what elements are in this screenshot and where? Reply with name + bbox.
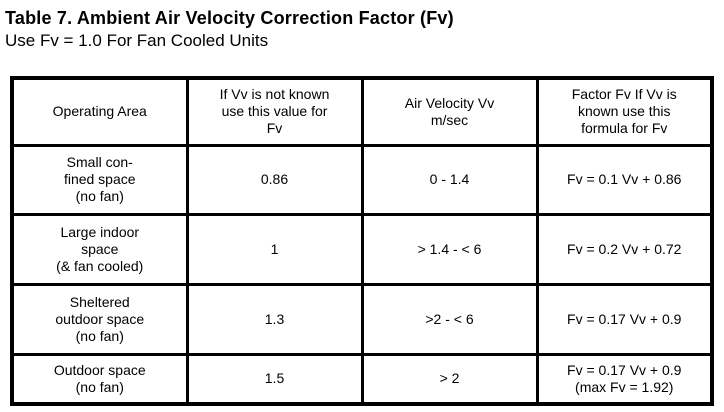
cell-air-velocity: > 1.4 - < 6 — [360, 212, 539, 286]
header-row: Operating Area If Vv is not known use th… — [10, 76, 714, 147]
header-fv-value: If Vv is not known use this value for Fv — [185, 76, 364, 147]
cell-operating-area: Small con- fined space (no fan) — [10, 143, 189, 216]
cell-air-velocity: > 2 — [360, 352, 539, 406]
header-air-velocity: Air Velocity Vv m/sec — [360, 76, 539, 147]
cell-fv-value: 1 — [185, 212, 364, 286]
cell-operating-area: Outdoor space (no fan) — [10, 352, 189, 406]
cell-operating-area: Sheltered outdoor space (no fan) — [10, 282, 189, 356]
cell-fv-value: 1.3 — [185, 282, 364, 356]
cell-air-velocity: 0 - 1.4 — [360, 143, 539, 216]
air-velocity-correction-table: Operating Area If Vv is not known use th… — [10, 76, 714, 406]
cell-formula: Fv = 0.1 Vv + 0.86 — [535, 143, 714, 216]
table-title: Table 7. Ambient Air Velocity Correction… — [5, 8, 454, 28]
table-row: Outdoor space (no fan) 1.5 > 2 Fv = 0.17… — [10, 352, 714, 406]
cell-air-velocity: >2 - < 6 — [360, 282, 539, 356]
table-subtitle: Use Fv = 1.0 For Fan Cooled Units — [5, 31, 269, 50]
table-row: Large indoor space (& fan cooled) 1 > 1.… — [10, 212, 714, 286]
cell-formula: Fv = 0.17 Vv + 0.9 (max Fv = 1.92) — [535, 352, 714, 406]
table-row: Sheltered outdoor space (no fan) 1.3 >2 … — [10, 282, 714, 356]
cell-fv-value: 1.5 — [185, 352, 364, 406]
header-operating-area: Operating Area — [10, 76, 189, 147]
cell-fv-value: 0.86 — [185, 143, 364, 216]
cell-operating-area: Large indoor space (& fan cooled) — [10, 212, 189, 286]
table-row: Small con- fined space (no fan) 0.86 0 -… — [10, 143, 714, 216]
cell-formula: Fv = 0.17 Vv + 0.9 — [535, 282, 714, 356]
header-formula: Factor Fv If Vv is known use this formul… — [535, 76, 714, 147]
cell-formula: Fv = 0.2 Vv + 0.72 — [535, 212, 714, 286]
